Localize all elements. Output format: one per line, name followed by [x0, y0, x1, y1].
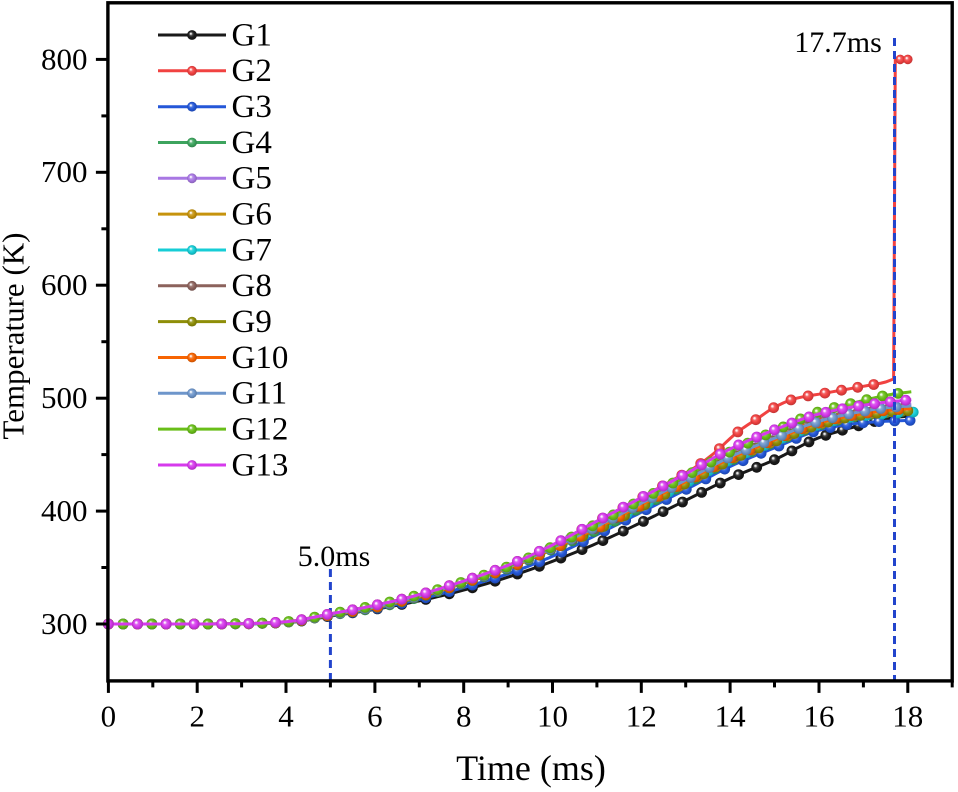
svg-text:G2: G2	[232, 53, 272, 89]
svg-text:700: 700	[41, 154, 88, 189]
svg-text:G3: G3	[232, 89, 272, 125]
svg-text:2: 2	[189, 699, 205, 734]
svg-text:6: 6	[367, 699, 383, 734]
svg-text:G13: G13	[232, 447, 289, 483]
svg-text:800: 800	[41, 41, 88, 76]
svg-text:G6: G6	[232, 197, 272, 233]
svg-text:500: 500	[41, 380, 88, 415]
svg-text:G8: G8	[232, 268, 272, 304]
svg-text:400: 400	[41, 493, 88, 528]
svg-text:G11: G11	[232, 376, 288, 412]
svg-text:12: 12	[626, 699, 657, 734]
svg-text:600: 600	[41, 267, 88, 302]
svg-text:10: 10	[537, 699, 568, 734]
svg-text:16: 16	[804, 699, 835, 734]
svg-text:5.0ms: 5.0ms	[298, 540, 371, 573]
svg-text:300: 300	[41, 606, 88, 641]
svg-text:G4: G4	[232, 125, 272, 161]
svg-text:4: 4	[278, 699, 294, 734]
svg-text:18: 18	[892, 699, 923, 734]
svg-text:Time (ms): Time (ms)	[456, 748, 606, 788]
svg-text:0: 0	[101, 699, 117, 734]
svg-text:G1: G1	[232, 17, 272, 53]
svg-text:14: 14	[715, 699, 747, 734]
svg-text:Temperature (K): Temperature (K)	[0, 233, 31, 440]
svg-text:G9: G9	[232, 304, 272, 340]
svg-text:8: 8	[456, 699, 472, 734]
svg-text:G12: G12	[232, 412, 289, 448]
svg-text:G7: G7	[232, 232, 272, 268]
svg-text:G5: G5	[232, 161, 272, 197]
svg-text:G10: G10	[232, 340, 289, 376]
svg-text:17.7ms: 17.7ms	[794, 26, 882, 59]
